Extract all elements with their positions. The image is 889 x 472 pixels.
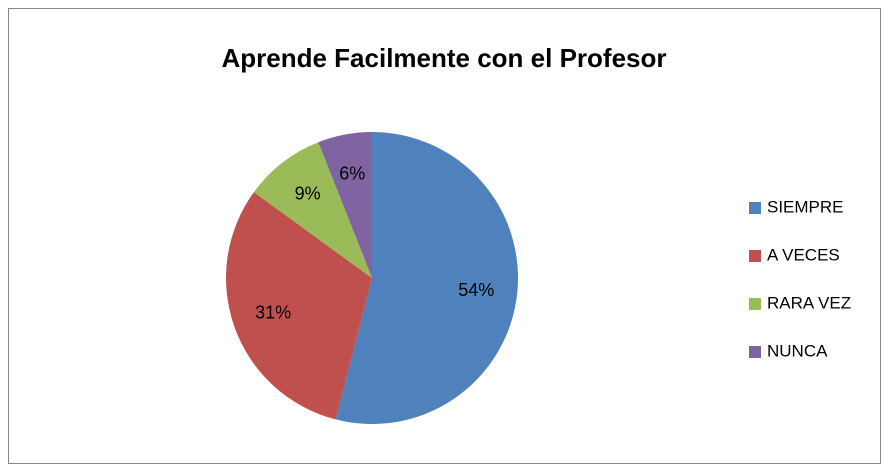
legend-swatch [749, 346, 761, 358]
legend-swatch [749, 202, 761, 214]
data-label: 9% [295, 184, 321, 204]
legend-label: SIEMPRE [767, 197, 844, 216]
data-label: 6% [339, 163, 365, 183]
legend-label: RARA VEZ [767, 293, 851, 312]
data-label: 31% [255, 302, 291, 322]
legend-label: A VECES [767, 245, 840, 264]
pie-slice [318, 132, 372, 278]
chart-title: Aprende Facilmente con el Profesor [221, 43, 666, 73]
legend-swatch [749, 298, 761, 310]
legend-label: NUNCA [767, 341, 828, 360]
pie-slice [226, 192, 372, 420]
pie-slice [335, 132, 518, 424]
pie-slice [253, 142, 372, 278]
data-label: 54% [458, 280, 494, 300]
legend-swatch [749, 250, 761, 262]
